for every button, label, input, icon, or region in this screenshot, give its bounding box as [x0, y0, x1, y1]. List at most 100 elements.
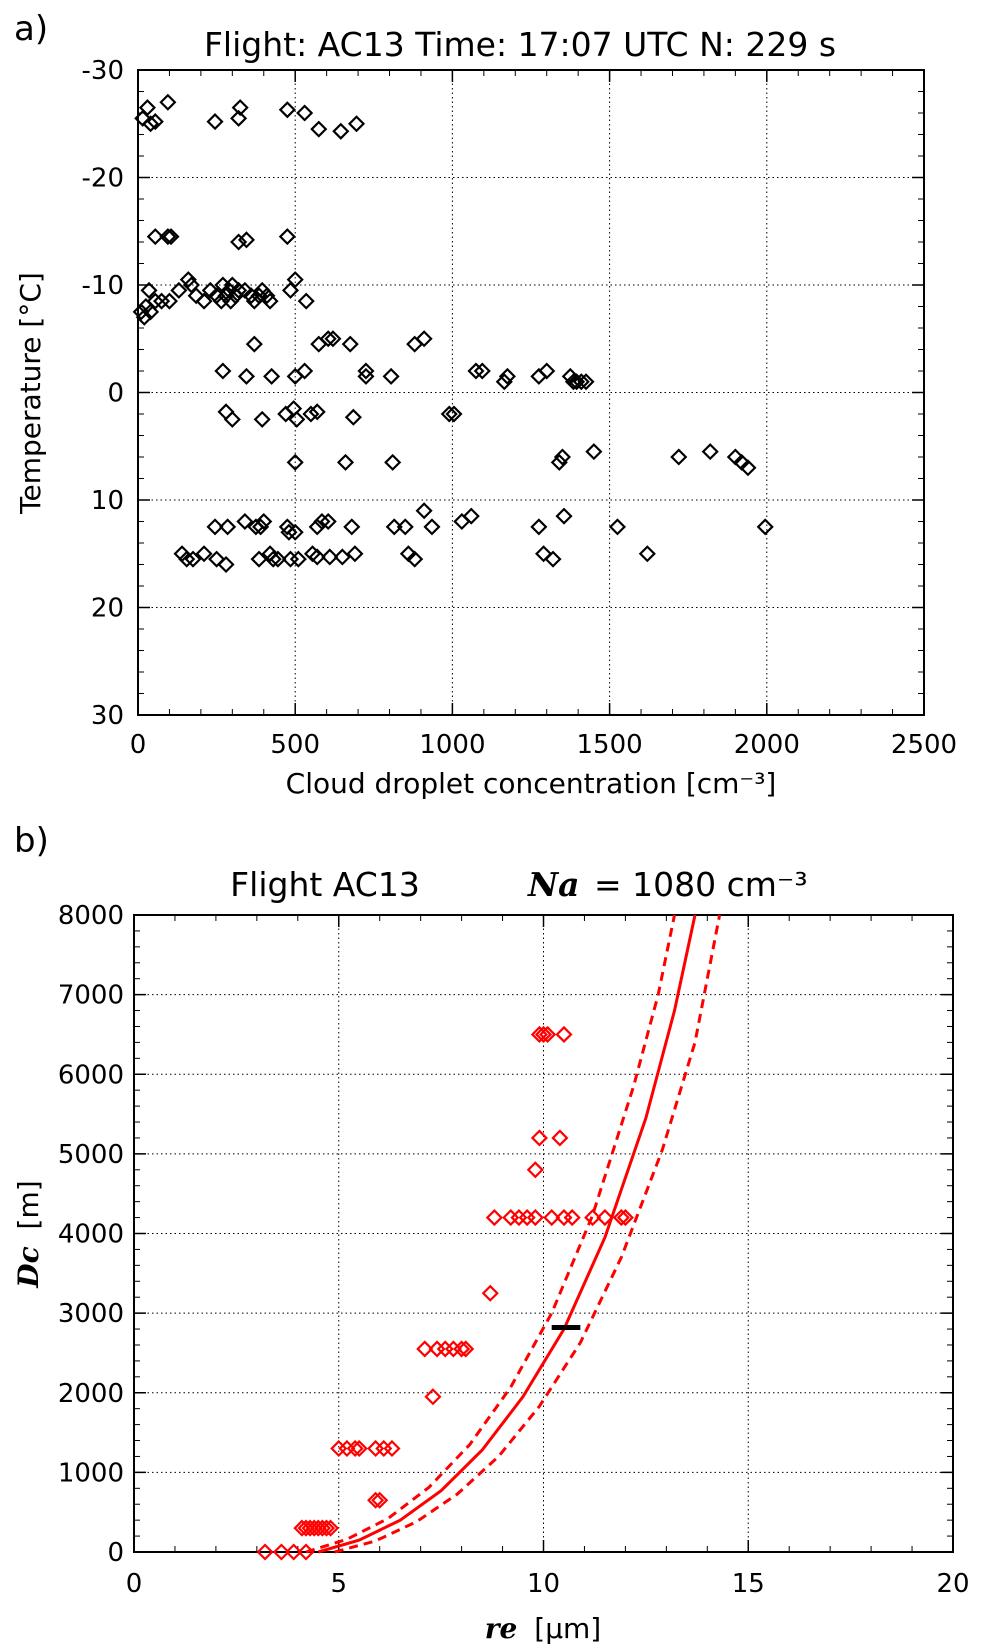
chart-b-data-point — [272, 1543, 290, 1561]
chart-a-data-point — [159, 228, 177, 246]
chart-a-data-point — [310, 120, 328, 138]
chart-b-y-tick-label: 8000 — [58, 901, 124, 931]
chart-b-na-value: = 1080 cm⁻³ — [594, 865, 808, 904]
chart-a-data-point — [264, 550, 282, 568]
chart-b-y-axis-label: Dc [m] — [12, 1180, 45, 1288]
chart-b-x-unit: [μm] — [534, 1612, 601, 1645]
chart-b-data-point — [256, 1543, 274, 1561]
chart-b-data-point — [485, 1209, 503, 1227]
chart-a-data-point — [670, 448, 688, 466]
chart-a-data-point — [572, 373, 590, 391]
chart-a-data-point — [415, 330, 433, 348]
chart-a-data-point — [146, 228, 164, 246]
chart-a-data-point — [739, 459, 757, 477]
chart-a-data-point — [250, 550, 268, 568]
chart-b-data-point — [539, 1025, 557, 1043]
chart-a-data-point — [278, 518, 296, 536]
chart-a-data-point — [288, 410, 306, 428]
chart-a-data-point — [146, 292, 164, 310]
chart-a-data-point — [178, 550, 196, 568]
chart-a-data-point — [553, 448, 571, 466]
chart-a-data-point — [585, 443, 603, 461]
chart-b-data-point — [543, 1209, 561, 1227]
chart-a-data-point — [286, 453, 304, 471]
chart-a-data-point — [467, 362, 485, 380]
chart-a-data-point — [142, 115, 160, 133]
chart-b-ticks: 0 5 10 15 20 0 1000 2000 3000 4000 5000 6000 7000 800… — [58, 901, 970, 1599]
chart-a-y-tick-label: 30 — [91, 701, 124, 731]
chart-b-data-point — [367, 1491, 385, 1509]
chart-b-data-point — [551, 1129, 569, 1147]
chart-a-data-point — [289, 550, 307, 568]
chart-a-data-point — [230, 233, 248, 251]
chart-b-data-point — [371, 1491, 389, 1509]
chart-a-data-point — [319, 512, 337, 531]
chart-a-data-point — [415, 502, 433, 520]
chart-a-x-axis-label: Cloud droplet concentration [cm⁻³] — [286, 767, 777, 800]
chart-a-data-point — [555, 507, 573, 525]
chart-a-data-point — [159, 93, 177, 111]
chart-b-data-point — [285, 1543, 303, 1561]
chart-b-data-point — [416, 1340, 434, 1358]
chart-a-data-point — [701, 443, 719, 461]
chart-a-data-point — [214, 362, 232, 380]
chart-a-data-point — [535, 545, 553, 563]
chart-a-data-point — [261, 292, 279, 310]
chart-a-data-point — [184, 550, 202, 568]
chart-a-data-point — [440, 405, 458, 423]
chart-a-data-point — [208, 550, 226, 568]
chart-a-data-point — [336, 453, 355, 471]
chart-b-data-point — [350, 1439, 368, 1458]
chart-a-data-point — [146, 113, 164, 131]
chart-a-data-point — [308, 518, 326, 536]
chart-b-title: Flight AC13 — [230, 865, 420, 904]
chart-a-data-point — [140, 281, 158, 299]
chart-a-title: Flight: AC13 Time: 17:07 UTC N: 229 s — [204, 25, 836, 64]
panel-b-label: b) — [14, 821, 49, 861]
chart-a-data-point — [170, 281, 188, 299]
chart-a-data-point — [756, 518, 774, 536]
chart-a-data-point — [544, 550, 562, 568]
chart-b-x-tick-label: 15 — [732, 1569, 765, 1599]
chart-a-x-tick-label: 2000 — [734, 730, 800, 760]
chart-a-data-point — [195, 292, 213, 310]
chart-a-data-point — [278, 101, 296, 119]
chart-b-x-tick-label: 5 — [330, 1569, 347, 1599]
chart-a-data-point — [396, 518, 414, 536]
chart-a-data-point — [217, 403, 235, 421]
chart-a-data-point — [160, 292, 178, 310]
chart-a-data-point — [346, 545, 364, 563]
chart-a-data-point — [538, 362, 556, 380]
chart-a-y-tick-label: 20 — [91, 594, 124, 624]
chart-a-data-point — [179, 271, 197, 289]
chart-b-data-point — [453, 1340, 471, 1358]
chart-b-y-tick-label: 6000 — [58, 1060, 124, 1090]
chart-a-data-point — [269, 550, 287, 568]
chart-a-data-point — [313, 512, 331, 531]
chart-a-y-axis-label: Temperature [°C] — [14, 272, 47, 515]
chart-a-data-point — [385, 518, 403, 536]
chart-b-data-point — [530, 1129, 548, 1147]
chart-b-data-point — [616, 1209, 634, 1227]
chart-b-x-tick-label: 0 — [126, 1569, 143, 1599]
chart-a-data-point — [462, 507, 480, 525]
chart-b-fit-upper-bound — [334, 914, 722, 1554]
chart-a-data-point — [308, 403, 326, 421]
chart-a-data-point — [261, 545, 279, 563]
chart-a-data-point — [206, 113, 224, 131]
chart-a-data-point — [278, 228, 296, 246]
panel-a-label: a) — [14, 9, 48, 49]
chart-b-y-tick-label: 2000 — [58, 1379, 124, 1409]
chart-a-x-tick-label: 1500 — [577, 730, 643, 760]
chart-a-data-point — [296, 104, 314, 122]
chart-a-data-point — [406, 550, 424, 568]
chart-a-data-point — [347, 115, 366, 133]
chart-b-data-point — [481, 1284, 499, 1302]
chart-a-grid — [138, 70, 924, 715]
chart-a-data-point — [498, 367, 516, 385]
chart-a-data-point — [357, 367, 375, 385]
chart-a-data-point — [195, 545, 213, 563]
chart-a-data-point — [638, 545, 656, 563]
chart-a-data-point — [332, 122, 350, 140]
